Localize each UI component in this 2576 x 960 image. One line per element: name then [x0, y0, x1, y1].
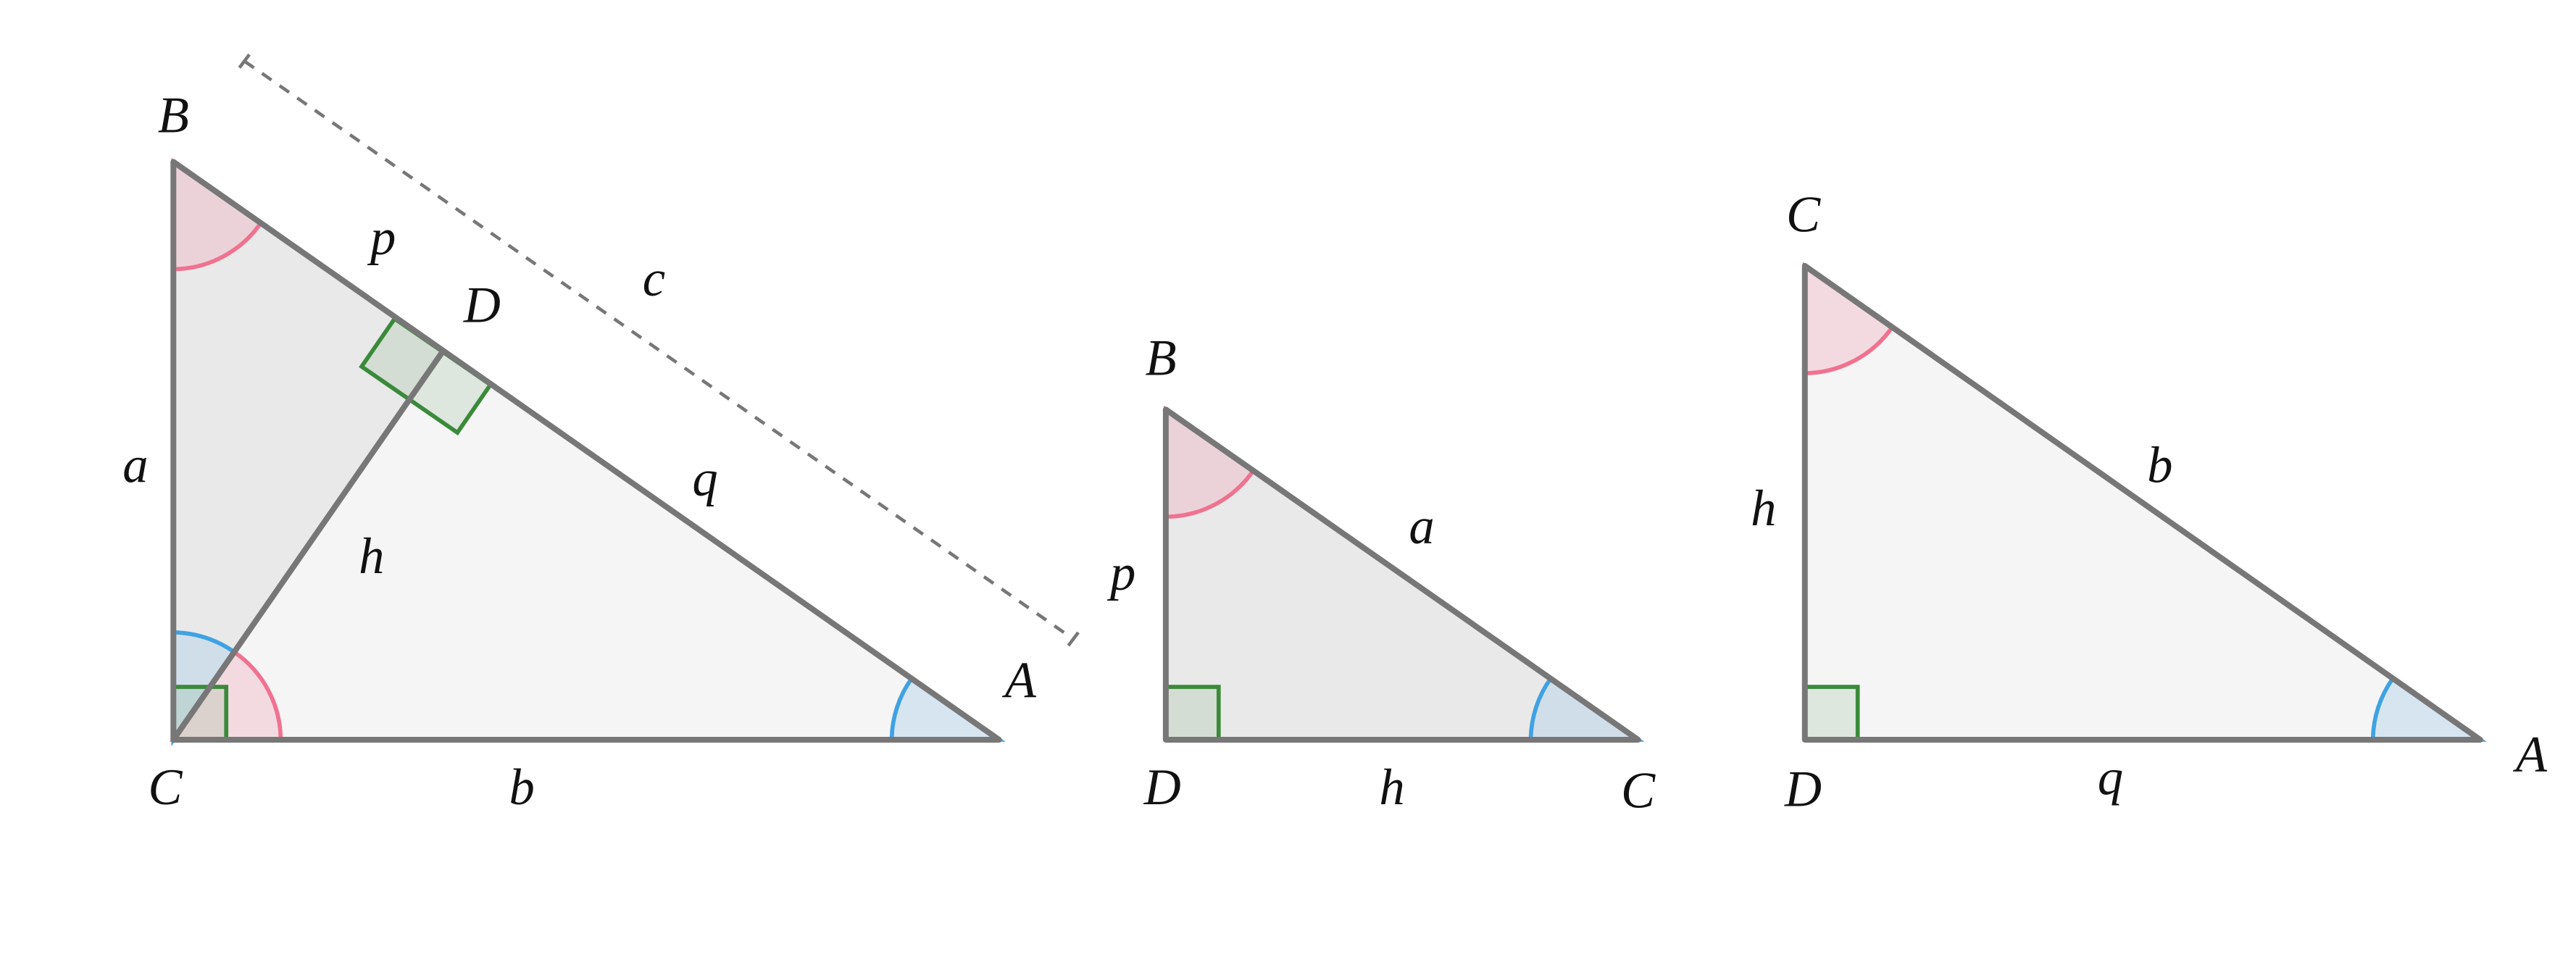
- angle-b: [171, 157, 264, 272]
- dimension-tick: [1067, 631, 1080, 647]
- side-label: b: [2147, 438, 2172, 494]
- right-angle-d: [1164, 685, 1221, 742]
- vertex-label: B: [1145, 330, 1176, 387]
- dimension-line: [243, 59, 1075, 640]
- side-label: p: [367, 209, 396, 266]
- side-label: a: [122, 438, 148, 494]
- vertex-label: A: [2513, 727, 2548, 783]
- vertex-label: B: [158, 88, 189, 144]
- vertex-label: A: [1002, 652, 1037, 709]
- side-label: p: [1106, 545, 1135, 601]
- vertex-label: C: [1786, 186, 1821, 243]
- right-angle-d: [1802, 685, 1860, 742]
- vertex-label: D: [1143, 759, 1181, 816]
- vertex-label: D: [463, 277, 501, 334]
- altitude: [171, 350, 446, 742]
- triangle-edges: [170, 159, 1002, 743]
- triangle-bdc: B D C p a h: [1106, 330, 1656, 819]
- side-label: a: [1409, 498, 1434, 555]
- side-label: h: [1379, 759, 1404, 816]
- vertex-label: C: [148, 759, 183, 816]
- dimension-tick: [238, 53, 251, 69]
- vertex-label: C: [1621, 763, 1656, 819]
- angle-c: [1802, 262, 1896, 375]
- triangle-edges: [1801, 262, 2483, 743]
- side-label: q: [692, 451, 717, 507]
- side-label: c: [643, 251, 665, 307]
- side-label: h: [1751, 480, 1776, 537]
- region-acd: [173, 351, 999, 740]
- triangle-cda: C D A h b q: [1751, 186, 2548, 817]
- side-label: h: [359, 528, 384, 585]
- vertex-label: D: [1784, 761, 1822, 817]
- side-label: b: [509, 759, 534, 816]
- angle-b: [1164, 405, 1256, 519]
- side-label: q: [2098, 749, 2123, 806]
- triangle-abc: B C A D a b c p q h: [122, 53, 1080, 816]
- triangle-edges: [1162, 406, 1641, 743]
